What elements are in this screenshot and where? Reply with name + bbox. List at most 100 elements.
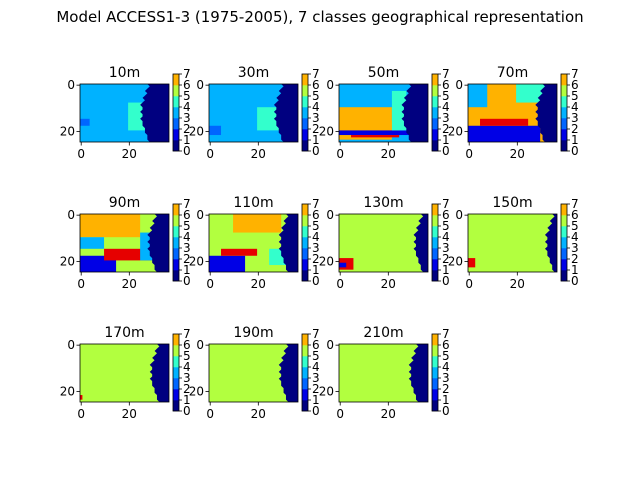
colorbar-segment [432,118,438,129]
x-tick-label: 20 [251,407,266,421]
class-background [468,214,557,272]
colorbar-segment [302,334,308,345]
colorbar-segment [302,237,308,248]
colorbar-segment [561,226,567,237]
y-tick-label: 20 [448,255,463,269]
colorbar-segment [173,378,179,389]
x-tick-label: 20 [381,147,396,161]
panel-title: 190m [233,325,273,341]
colorbar-segment [173,96,179,107]
class-patch [468,84,487,107]
colorbar-segment [173,74,179,85]
colorbar-segment [561,85,567,96]
y-tick-label: 20 [319,125,334,139]
colorbar-segment [302,140,308,151]
colorbar-tick-label: 7 [571,197,579,211]
colorbar-segment [173,345,179,356]
y-tick-label: 0 [326,338,334,352]
class-patch [351,135,399,137]
colorbar-segment [302,345,308,356]
x-tick-label: 20 [122,277,137,291]
colorbar-segment [173,367,179,378]
x-tick-label: 20 [251,147,266,161]
panel-90m: 90m0200 20 01234567 [60,195,191,291]
colorbar-segment [432,237,438,248]
colorbar-segment [302,248,308,259]
y-tick-label: 0 [67,78,75,92]
colorbar-segment [432,107,438,118]
y-tick-label: 20 [189,125,204,139]
colorbar-segment [432,226,438,237]
y-tick-label: 0 [455,78,463,92]
y-tick-label: 20 [319,255,334,269]
colorbar-segment [302,378,308,389]
colorbar-segment [432,389,438,400]
panel-title: 210m [363,325,403,341]
colorbar-segment [173,334,179,345]
x-tick-label: 0 [206,407,214,421]
colorbar-segment [302,367,308,378]
colorbar-segment [302,96,308,107]
y-tick-label: 0 [196,338,204,352]
x-tick-label: 20 [381,277,396,291]
x-tick-label: 0 [77,407,85,421]
colorbar-segment [432,270,438,281]
class-patch [339,130,411,135]
colorbar-tick-label: 7 [442,327,450,341]
panel-title: 30m [238,65,269,81]
y-tick-label: 0 [326,208,334,222]
x-tick-label: 0 [336,277,344,291]
x-tick-label: 0 [336,407,344,421]
x-tick-label: 0 [206,147,214,161]
colorbar-segment [561,118,567,129]
colorbar-segment [173,259,179,270]
panel-10m: 10m0200 20 01234567 [60,65,191,161]
class-patch [339,121,399,130]
class-patch [468,126,540,142]
colorbar-segment [302,356,308,367]
class-patch [80,119,90,126]
colorbar-segment [561,74,567,85]
colorbar-tick-label: 7 [312,67,320,81]
colorbar-segment [173,226,179,237]
colorbar-segment [173,129,179,140]
class-patch [468,258,475,267]
panel-title: 50m [368,65,399,81]
x-tick-label: 20 [122,147,137,161]
colorbar-segment [302,85,308,96]
colorbar-segment [173,204,179,215]
colorbar-segment [173,85,179,96]
colorbar-tick-label: 7 [312,197,320,211]
colorbar-segment [302,270,308,281]
colorbar-segment [173,215,179,226]
colorbar-segment [561,270,567,281]
colorbar-segment [302,226,308,237]
x-tick-label: 0 [465,277,473,291]
colorbar-segment [173,356,179,367]
colorbar-segment [432,356,438,367]
colorbar-segment [302,215,308,226]
colorbar-segment [432,129,438,140]
colorbar-segment [173,400,179,411]
colorbar-segment [173,118,179,129]
colorbar-tick-label: 7 [183,327,191,341]
colorbar-segment [302,118,308,129]
panel-title: 90m [109,195,140,211]
y-tick-label: 20 [60,255,75,269]
y-tick-label: 20 [60,125,75,139]
x-tick-label: 0 [336,147,344,161]
figure-title: Model ACCESS1-3 (1975-2005), 7 classes g… [56,8,583,26]
colorbar-segment [173,389,179,400]
panel-title: 150m [492,195,532,211]
class-patch [209,256,245,272]
colorbar-segment [561,248,567,259]
colorbar-segment [432,248,438,259]
y-tick-label: 20 [319,385,334,399]
y-tick-label: 20 [448,125,463,139]
